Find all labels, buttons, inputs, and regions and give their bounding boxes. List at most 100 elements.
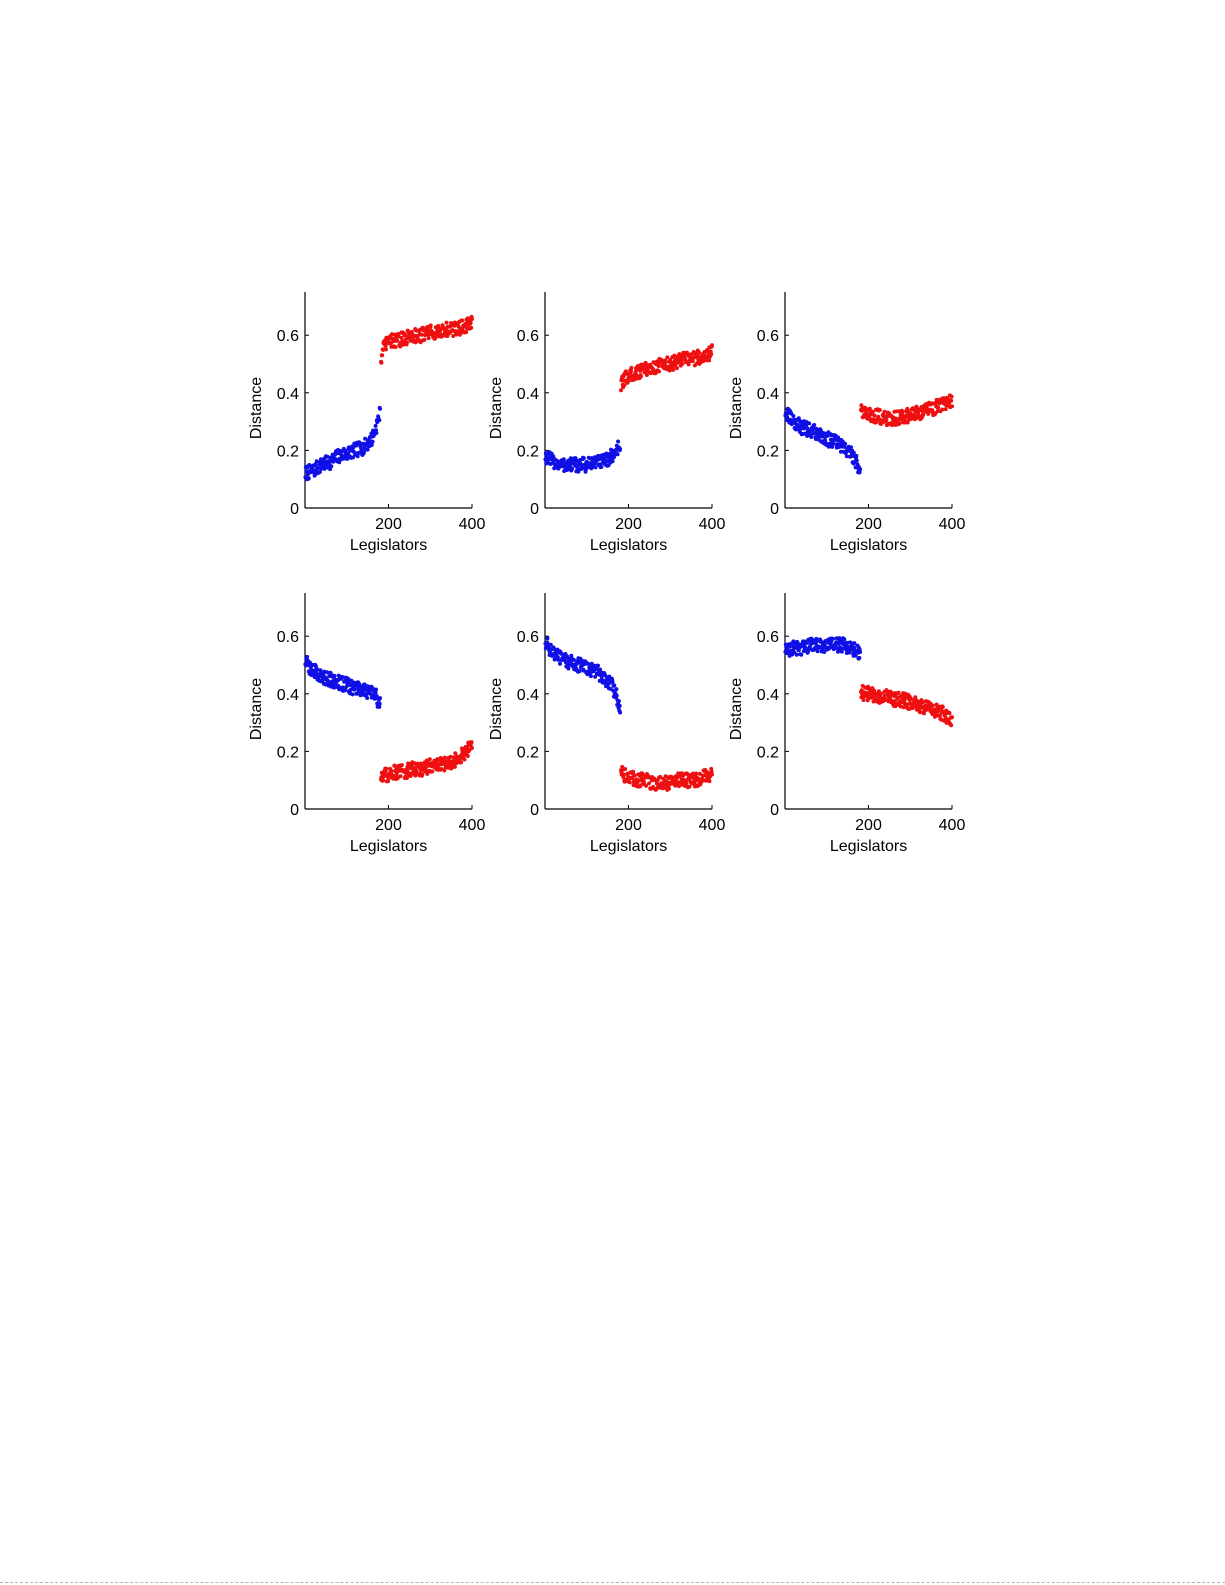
y-tick-label: 0: [290, 501, 299, 518]
data-point: [618, 710, 623, 715]
data-point: [629, 369, 633, 374]
data-point: [332, 674, 337, 678]
data-point: [710, 772, 714, 777]
data-point: [419, 332, 424, 337]
data-point: [616, 699, 621, 704]
data-point: [545, 636, 550, 641]
chart-panel-4: 0 0.2 0.4 0.6 200 400 Legislators Distance: [248, 593, 485, 855]
data-point: [809, 435, 814, 439]
data-point: [563, 660, 568, 665]
data-point: [350, 692, 355, 697]
data-point: [426, 336, 431, 341]
data-point: [627, 780, 632, 785]
data-point: [365, 447, 370, 452]
data-point: [694, 771, 699, 776]
x-tick-label: 200: [855, 817, 882, 834]
y-tick-label: 0.2: [277, 744, 299, 761]
data-point: [428, 323, 433, 328]
y-tick-label: 0.2: [757, 744, 779, 761]
y-tick-label: 0: [530, 501, 539, 518]
data-point: [917, 710, 922, 715]
data-point: [858, 650, 863, 654]
data-point: [355, 454, 360, 459]
data-point: [377, 418, 382, 423]
data-point: [812, 423, 817, 427]
series-red: [859, 393, 954, 428]
data-point: [556, 657, 561, 662]
data-point: [791, 414, 796, 418]
data-point: [930, 703, 935, 708]
series-red: [379, 314, 474, 365]
data-point: [598, 667, 603, 672]
data-point: [327, 461, 332, 466]
x-tick-label: 200: [615, 817, 642, 834]
data-point: [842, 637, 847, 642]
data-point: [390, 332, 395, 337]
series-red: [379, 740, 474, 784]
data-point: [427, 757, 432, 762]
series-blue: [543, 439, 623, 474]
data-point: [380, 353, 385, 358]
data-point: [671, 367, 676, 372]
data-point: [398, 774, 403, 779]
data-point: [377, 704, 382, 709]
data-point: [795, 423, 800, 428]
data-point: [707, 358, 712, 363]
data-point: [685, 772, 690, 777]
data-point: [412, 761, 417, 766]
data-point: [629, 365, 634, 370]
data-point: [859, 688, 864, 693]
data-point: [318, 469, 322, 474]
y-tick-label: 0.4: [517, 386, 539, 403]
data-point: [686, 362, 691, 367]
data-point: [462, 757, 467, 762]
data-point: [896, 690, 901, 695]
data-point: [614, 693, 619, 698]
data-point: [839, 646, 844, 651]
data-point: [469, 325, 474, 330]
data-point: [571, 657, 576, 662]
series-blue: [543, 636, 623, 715]
data-point: [561, 457, 566, 462]
data-point: [857, 655, 862, 660]
x-tick-label: 200: [615, 516, 642, 533]
data-point: [391, 773, 396, 778]
data-point: [805, 640, 810, 645]
y-tick-label: 0.6: [757, 328, 779, 345]
data-point: [399, 335, 404, 340]
data-point: [325, 454, 330, 459]
data-point: [396, 331, 401, 336]
y-tick-label: 0.2: [517, 443, 539, 460]
data-point: [621, 772, 626, 777]
data-point: [374, 687, 378, 692]
data-point: [657, 369, 661, 374]
data-point: [565, 654, 570, 659]
x-axis-label: Legislators: [350, 537, 427, 554]
data-point: [615, 452, 620, 457]
data-point: [370, 439, 375, 444]
data-point: [854, 458, 859, 463]
data-point: [369, 442, 374, 447]
y-tick-label: 0.4: [277, 386, 299, 403]
data-point: [667, 786, 671, 791]
data-point: [872, 413, 877, 418]
data-point: [644, 783, 648, 788]
data-point: [606, 463, 611, 468]
data-point: [383, 343, 388, 348]
data-point: [870, 410, 875, 415]
data-point: [784, 418, 789, 422]
series-blue: [783, 636, 863, 661]
data-point: [313, 462, 318, 467]
data-point: [448, 754, 453, 759]
y-axis-label: Distance: [248, 678, 265, 740]
data-point: [852, 641, 857, 646]
data-point: [656, 364, 661, 368]
data-point: [614, 687, 619, 692]
data-point: [639, 374, 643, 379]
series-red: [619, 764, 714, 792]
data-point: [343, 687, 348, 692]
data-point: [822, 650, 827, 654]
chart-panel-6: 0 0.2 0.4 0.6 200 400 Legislators Distance: [728, 593, 965, 855]
data-point: [936, 405, 941, 410]
data-point: [361, 689, 366, 694]
